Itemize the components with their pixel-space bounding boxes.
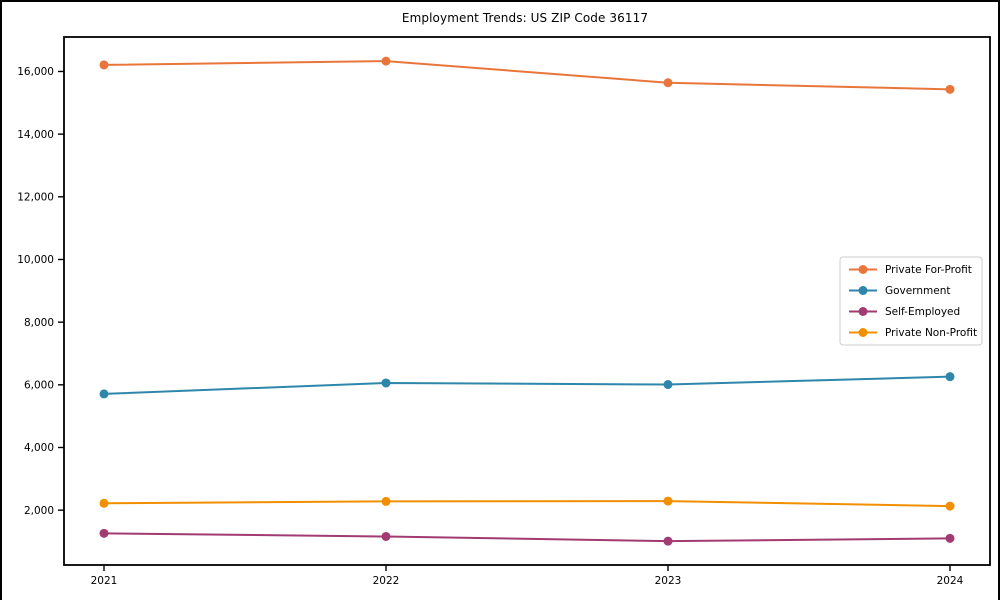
legend-entry-label: Government — [885, 285, 950, 297]
x-tick-label: 2022 — [373, 575, 400, 587]
series-marker — [663, 78, 673, 88]
series-marker — [945, 372, 955, 382]
series-marker — [381, 531, 391, 541]
y-tick-label: 4,000 — [24, 442, 54, 454]
series-marker — [99, 389, 109, 399]
y-tick-label: 12,000 — [17, 192, 54, 204]
series-marker — [663, 380, 673, 390]
y-tick-label: 8,000 — [24, 317, 54, 329]
series-marker — [99, 498, 109, 508]
x-tick-label: 2024 — [937, 575, 964, 587]
series-marker — [945, 501, 955, 511]
legend-marker-dot — [858, 328, 868, 337]
series-line — [103, 500, 951, 508]
series-line — [103, 532, 951, 543]
x-tick-label: 2021 — [91, 575, 118, 587]
series-marker — [99, 60, 109, 70]
series-marker — [381, 378, 391, 388]
series-marker — [945, 533, 955, 543]
series-line — [103, 375, 951, 395]
y-tick-label: 16,000 — [17, 66, 54, 78]
y-tick-label: 10,000 — [17, 254, 54, 266]
series-line — [103, 60, 951, 91]
legend-marker-dot — [858, 307, 868, 316]
chart-title: Employment Trends: US ZIP Code 36117 — [401, 11, 649, 25]
legend-entry-label: Private For-Profit — [885, 264, 972, 276]
series-marker — [381, 496, 391, 506]
legend-marker-dot — [858, 286, 868, 295]
y-tick-label: 14,000 — [17, 129, 54, 141]
series-marker — [945, 84, 955, 94]
series-marker — [663, 536, 673, 546]
legend-marker-dot — [858, 265, 868, 274]
legend-entry-label: Private Non-Profit — [885, 327, 977, 339]
y-tick-label: 2,000 — [24, 505, 54, 517]
plot-spines — [63, 36, 991, 566]
x-tick-label: 2023 — [655, 575, 682, 587]
series-marker — [663, 496, 673, 506]
legend-entry-label: Self-Employed — [885, 306, 960, 318]
series-marker — [99, 528, 109, 538]
series-marker — [381, 56, 391, 66]
legend-box — [839, 256, 983, 346]
y-tick-label: 6,000 — [24, 380, 54, 392]
